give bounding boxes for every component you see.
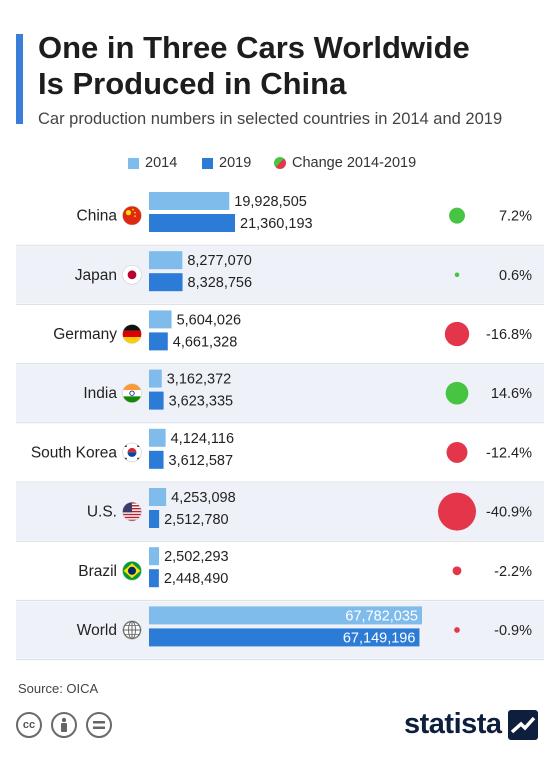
change-dot bbox=[438, 492, 476, 531]
bar-2014 bbox=[149, 369, 162, 388]
change-label: -40.9% bbox=[486, 505, 532, 521]
value-label-2019: 4,661,328 bbox=[173, 334, 238, 350]
value-label-2014: 67,782,035 bbox=[345, 608, 418, 624]
legend-change-dot-icon bbox=[274, 157, 286, 169]
legend-item-2014: 2014 bbox=[128, 155, 177, 171]
value-label-2014: 2,502,293 bbox=[164, 549, 229, 565]
bar-2019 bbox=[149, 391, 164, 410]
globe-icon bbox=[122, 620, 142, 640]
change-dot bbox=[452, 566, 462, 576]
south-korea-flag bbox=[122, 442, 142, 463]
change-label: -12.4% bbox=[486, 445, 532, 461]
value-label-2019: 21,360,193 bbox=[240, 216, 313, 232]
title-line-2: Is Produced in China bbox=[38, 66, 347, 101]
change-label: -0.9% bbox=[494, 623, 532, 639]
value-label-2014: 19,928,505 bbox=[234, 194, 307, 210]
change-label: -2.2% bbox=[494, 564, 532, 580]
country-label: Japan bbox=[75, 267, 117, 284]
bar-2019 bbox=[149, 332, 168, 351]
bar-2019 bbox=[149, 273, 183, 292]
change-dot bbox=[454, 272, 460, 278]
change-dot bbox=[444, 321, 470, 347]
bar-2019 bbox=[149, 450, 164, 469]
value-label-2019: 3,612,587 bbox=[169, 453, 234, 469]
legend-item-change: Change 2014-2019 bbox=[274, 155, 416, 171]
value-label-2019: 8,328,756 bbox=[188, 275, 253, 291]
title-line-1: One in Three Cars Worldwide bbox=[38, 30, 470, 65]
change-dot bbox=[454, 627, 460, 633]
statista-logo: statista bbox=[404, 708, 538, 741]
legend-swatch-2014 bbox=[128, 157, 139, 169]
bar-2019 bbox=[149, 569, 159, 588]
value-label-2014: 4,124,116 bbox=[171, 431, 234, 447]
germany-flag bbox=[122, 324, 142, 344]
change-label: 14.6% bbox=[491, 386, 532, 402]
chart-title: One in Three Cars Worldwide Is Produced … bbox=[38, 30, 548, 102]
bar-2014 bbox=[149, 488, 167, 506]
legend-swatch-2019 bbox=[202, 157, 213, 169]
change-dot bbox=[445, 381, 469, 405]
us-flag bbox=[122, 501, 142, 522]
legend-item-2019: 2019 bbox=[202, 155, 251, 171]
country-label: South Korea bbox=[31, 444, 118, 461]
brazil-flag bbox=[122, 560, 142, 581]
bar-2019 bbox=[149, 628, 420, 647]
value-label-2019: 2,448,490 bbox=[164, 571, 229, 587]
value-label-2014: 3,162,372 bbox=[167, 372, 232, 388]
bar-2019 bbox=[149, 510, 160, 528]
change-dot bbox=[449, 207, 465, 224]
value-label-2014: 5,604,026 bbox=[177, 312, 242, 328]
statista-logo-icon bbox=[507, 709, 538, 740]
india-flag bbox=[122, 383, 142, 404]
country-label: Germany bbox=[53, 326, 117, 343]
attribution-icon bbox=[51, 712, 77, 738]
bar-2014 bbox=[149, 428, 166, 447]
country-label: China bbox=[77, 208, 118, 225]
value-label-2014: 8,277,070 bbox=[187, 253, 252, 269]
value-label-2019: 3,623,335 bbox=[169, 394, 234, 410]
legend-label-change: Change 2014-2019 bbox=[292, 155, 417, 171]
bar-2014 bbox=[149, 547, 160, 566]
legend-label-2019: 2019 bbox=[219, 155, 252, 171]
country-label: U.S. bbox=[87, 504, 117, 521]
cc-icon: cc bbox=[16, 712, 42, 738]
country-label: Brazil bbox=[78, 563, 117, 580]
change-label: 7.2% bbox=[499, 209, 532, 225]
legend-label-2014: 2014 bbox=[145, 155, 178, 171]
legend: 2014 2019 Change 2014-2019 bbox=[0, 155, 560, 175]
value-label-2019: 67,149,196 bbox=[343, 630, 416, 646]
no-derivatives-icon bbox=[86, 712, 112, 738]
change-dot bbox=[446, 441, 468, 463]
bar-2014 bbox=[149, 192, 230, 210]
chart-subtitle: Car production numbers in selected count… bbox=[38, 110, 503, 128]
bar-2014 bbox=[149, 606, 422, 625]
bar-2014 bbox=[149, 310, 172, 329]
source-note: Source: OICA bbox=[18, 681, 99, 696]
bar-2014 bbox=[149, 251, 183, 270]
change-label: -16.8% bbox=[486, 327, 532, 343]
change-label: 0.6% bbox=[499, 268, 532, 284]
value-label-2019: 2,512,780 bbox=[164, 512, 229, 528]
license-icons: cc bbox=[16, 712, 112, 738]
country-label: India bbox=[83, 385, 117, 402]
brand-name: statista bbox=[404, 708, 502, 740]
title-accent-bar bbox=[16, 34, 23, 124]
china-flag bbox=[122, 205, 142, 226]
bar-2019 bbox=[149, 214, 236, 232]
country-label: World bbox=[77, 622, 117, 639]
japan-flag bbox=[122, 264, 142, 285]
value-label-2014: 4,253,098 bbox=[171, 490, 236, 506]
